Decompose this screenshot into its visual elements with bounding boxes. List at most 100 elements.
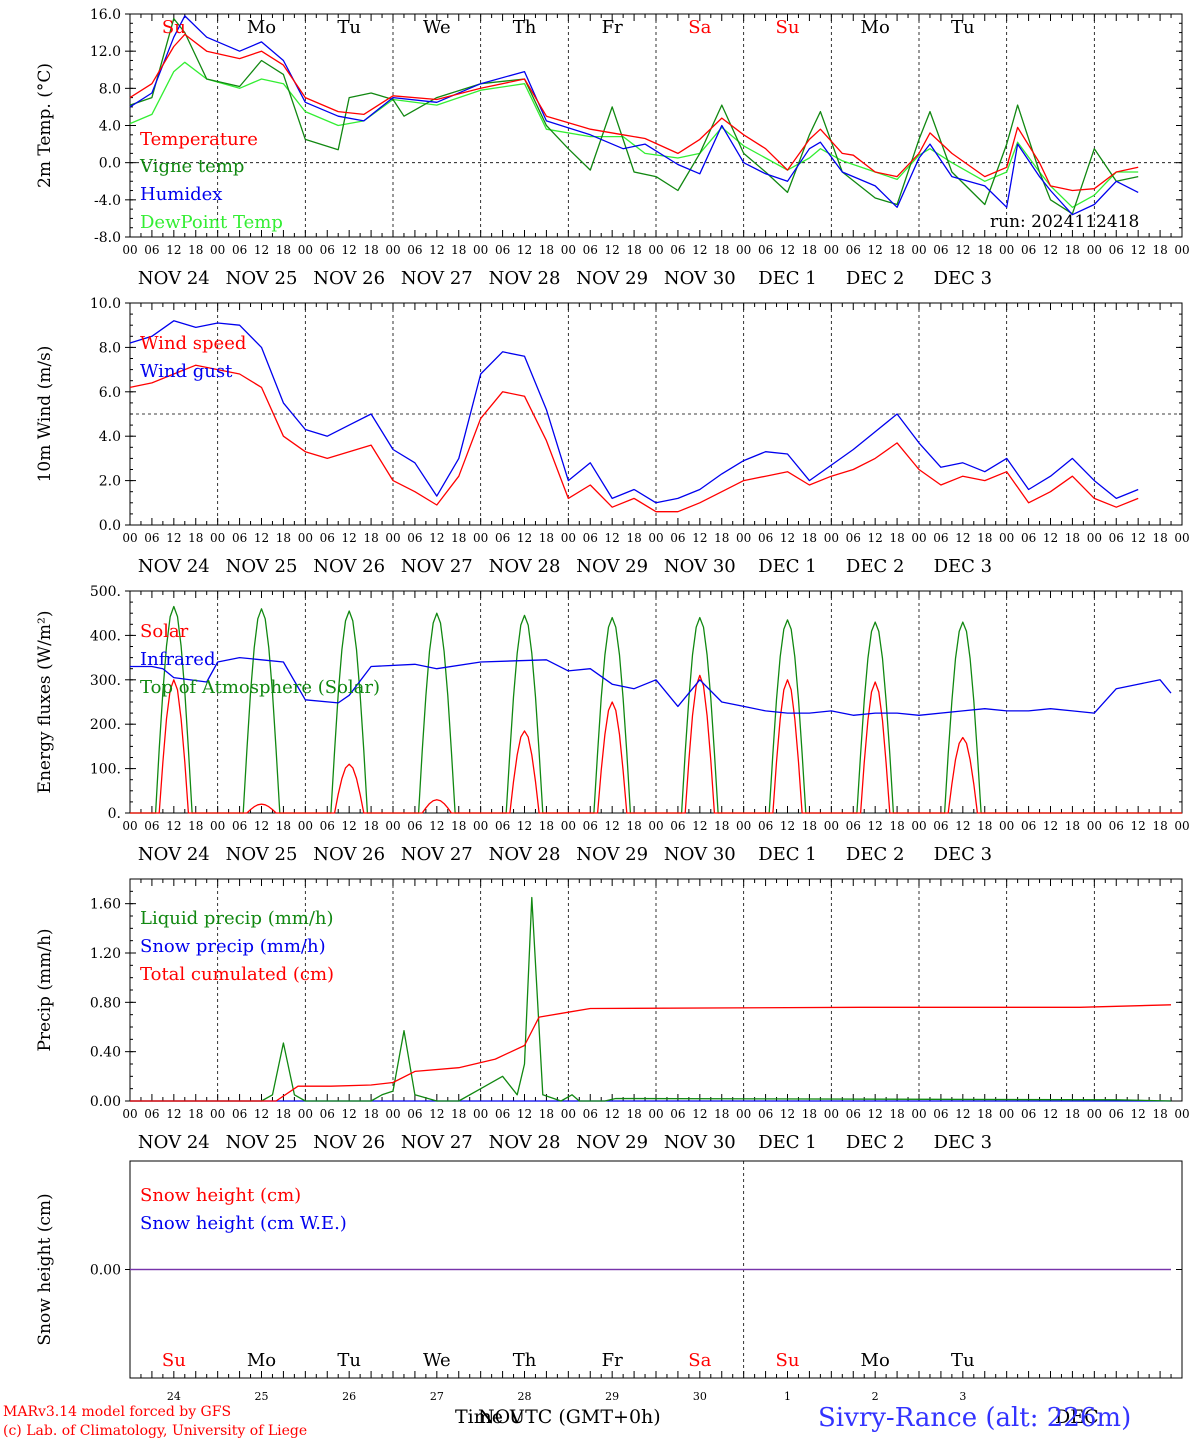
hour-tick-label: 06 — [1021, 243, 1036, 257]
series-top-of-atmosphere-solar — [130, 605, 1182, 814]
hour-tick-label: 18 — [977, 819, 992, 833]
series-total-cumulated-cm- — [130, 1004, 1172, 1102]
y-tick-label: 16.0 — [90, 7, 121, 23]
hour-tick-label: 00 — [1087, 1107, 1102, 1121]
day-of-week-label: Fr — [602, 17, 623, 38]
y-tick-label: -4.0 — [94, 193, 121, 209]
hour-tick-label: 00 — [298, 243, 313, 257]
hour-tick-label: 06 — [144, 243, 159, 257]
series-liquid-precip-mm-h- — [130, 896, 1172, 1102]
hour-tick-label: 12 — [1043, 531, 1058, 545]
hour-tick-label: 00 — [999, 531, 1014, 545]
legend-vigne-temp: Vigne temp — [139, 156, 244, 177]
day-of-week-label: Tu — [951, 1350, 975, 1371]
hour-tick-label: 12 — [166, 1107, 181, 1121]
hour-tick-label: 12 — [955, 819, 970, 833]
hour-tick-label: 18 — [626, 531, 641, 545]
date-label: NOV 24 — [138, 268, 210, 289]
hour-tick-label: 00 — [736, 1107, 751, 1121]
hour-tick-label: 06 — [758, 243, 773, 257]
y-tick-label: 0.00 — [90, 1263, 121, 1279]
hour-tick-label: 12 — [166, 531, 181, 545]
hour-tick-label: 12 — [605, 1107, 620, 1121]
hour-tick-label: 18 — [276, 531, 291, 545]
date-label: DEC 2 — [846, 268, 905, 289]
y-axis-label: Snow height (cm) — [35, 1193, 55, 1345]
series-solar — [130, 674, 1182, 814]
y-tick-label: 100. — [90, 762, 121, 778]
y-tick-label: 0.0 — [99, 156, 121, 172]
hour-tick-label: 12 — [1131, 1107, 1146, 1121]
y-tick-label: 8.0 — [99, 340, 121, 356]
hour-tick-label: 18 — [451, 819, 466, 833]
hour-tick-label: 18 — [188, 531, 203, 545]
day-of-week-label: Mo — [861, 17, 890, 38]
hour-tick-label: 18 — [802, 819, 817, 833]
hour-tick-label: 06 — [320, 1107, 335, 1121]
date-label: DEC 1 — [758, 1132, 817, 1153]
date-label: DEC 3 — [934, 844, 993, 865]
legend-total-cumulated-cm-: Total cumulated (cm) — [140, 964, 334, 985]
hour-tick-label: 00 — [1087, 531, 1102, 545]
date-label: NOV 29 — [576, 556, 648, 577]
hour-tick-label: 18 — [276, 1107, 291, 1121]
y-axis-label: 10m Wind (m/s) — [35, 346, 55, 483]
hour-tick-label: 18 — [626, 819, 641, 833]
hour-tick-label: 12 — [605, 819, 620, 833]
hour-tick-label: 12 — [1131, 531, 1146, 545]
date-label: NOV 27 — [401, 268, 473, 289]
hour-tick-label: 00 — [824, 1107, 839, 1121]
date-label: NOV 29 — [576, 844, 648, 865]
hour-tick-label: 00 — [824, 243, 839, 257]
hour-tick-label: 06 — [846, 243, 861, 257]
hour-tick-label: 18 — [802, 1107, 817, 1121]
date-label: NOV 29 — [576, 1132, 648, 1153]
hour-tick-label: 18 — [451, 531, 466, 545]
hour-tick-label: 06 — [144, 531, 159, 545]
date-label: DEC 3 — [934, 268, 993, 289]
hour-tick-label: 06 — [320, 531, 335, 545]
hour-tick-label: 06 — [232, 243, 247, 257]
y-tick-label: -8.0 — [94, 230, 121, 246]
hour-tick-label: 18 — [977, 531, 992, 545]
day-of-week-label: Sa — [688, 17, 711, 38]
y-tick-label: 6.0 — [99, 385, 121, 401]
hour-tick-label: 06 — [933, 1107, 948, 1121]
hour-tick-label: 18 — [539, 531, 554, 545]
hour-tick-label: 00 — [122, 819, 137, 833]
hour-tick-label: 06 — [1109, 243, 1124, 257]
hour-tick-label: 00 — [385, 819, 400, 833]
legend-wind-speed: Wind speed — [140, 333, 246, 354]
hour-tick-label: 06 — [407, 531, 422, 545]
hour-tick-label: 06 — [846, 1107, 861, 1121]
hour-tick-label: 12 — [517, 1107, 532, 1121]
day-of-week-label: Mo — [247, 1350, 276, 1371]
day-number-label: 1 — [784, 1390, 791, 1403]
series-humidex — [129, 15, 1139, 216]
day-number-label: 2 — [872, 1390, 879, 1403]
day-of-week-label: Th — [513, 1350, 537, 1371]
hour-tick-label: 06 — [758, 819, 773, 833]
hour-tick-label: 12 — [254, 243, 269, 257]
y-tick-label: 0.40 — [90, 1045, 121, 1061]
hour-tick-label: 00 — [210, 819, 225, 833]
hour-tick-label: 12 — [517, 531, 532, 545]
day-of-week-label: Su — [162, 1350, 186, 1371]
hour-tick-label: 00 — [473, 531, 488, 545]
hour-tick-label: 12 — [868, 243, 883, 257]
hour-tick-label: 18 — [363, 243, 378, 257]
hour-tick-label: 12 — [166, 243, 181, 257]
hour-tick-label: 18 — [889, 819, 904, 833]
date-label: NOV 30 — [664, 1132, 736, 1153]
day-of-week-label: Su — [776, 17, 800, 38]
hour-tick-label: 18 — [977, 243, 992, 257]
legend-humidex: Humidex — [140, 184, 222, 205]
month-label-nov: NOV — [478, 1406, 524, 1428]
hour-tick-label: 00 — [824, 819, 839, 833]
station-name: Sivry-Rance (alt: 226m) — [818, 1403, 1131, 1433]
hour-tick-label: 06 — [232, 1107, 247, 1121]
hour-tick-label: 12 — [692, 1107, 707, 1121]
hour-tick-label: 06 — [144, 1107, 159, 1121]
hour-tick-label: 12 — [342, 243, 357, 257]
chart-panels — [125, 13, 1183, 1379]
